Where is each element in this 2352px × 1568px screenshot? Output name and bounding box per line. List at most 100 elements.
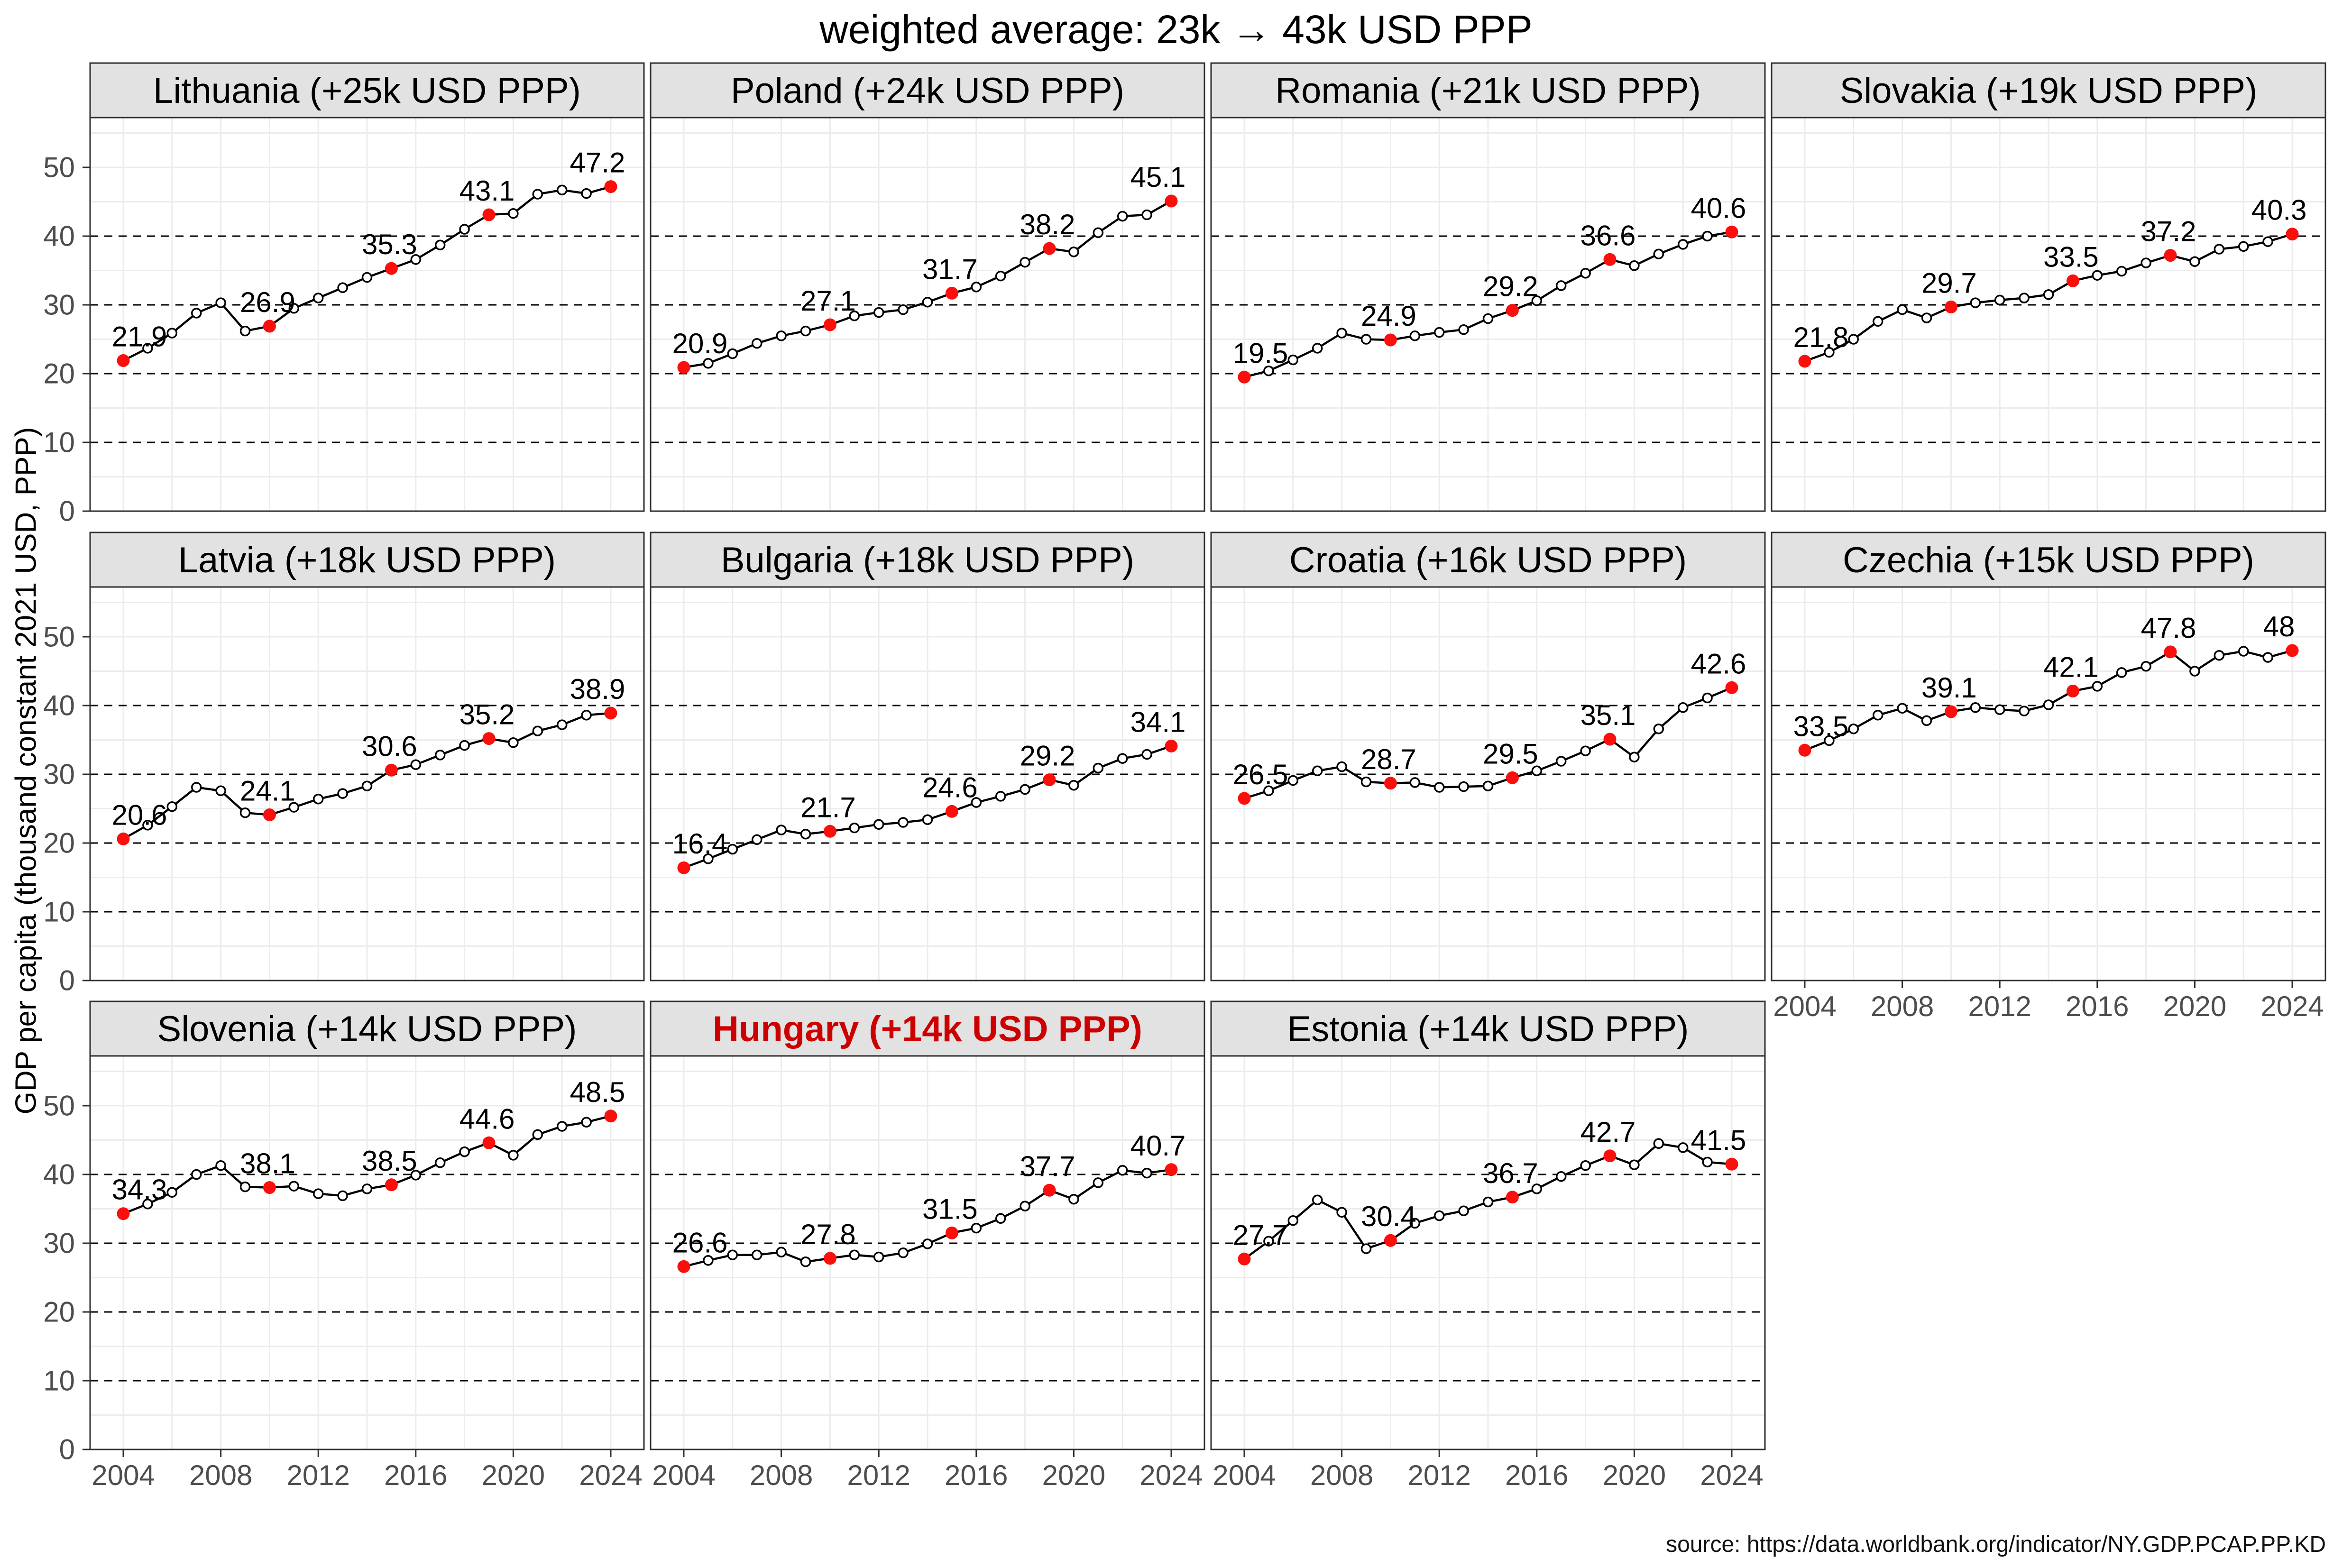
data-point	[1970, 297, 1981, 308]
highlighted-point	[945, 805, 958, 818]
data-point	[2141, 661, 2151, 672]
panel-poland: Poland (+24k USD PPP) 20.9 27.1 31.7 38.2 45.…	[650, 62, 1205, 512]
data-point	[995, 1213, 1006, 1224]
panel-title: Bulgaria (+18k USD PPP)	[721, 540, 1134, 580]
highlighted-point	[823, 825, 836, 838]
data-point	[1580, 268, 1591, 279]
facet-grid-chart: Lithuania (+25k USD PPP) 21.9 26.9 35.3 43.1…	[0, 62, 2352, 1517]
data-point	[459, 740, 470, 751]
data-point	[1848, 724, 1859, 734]
data-point	[1141, 1167, 1152, 1179]
point-label: 26.9	[240, 286, 295, 318]
highlighted-point	[2286, 228, 2299, 241]
data-point	[337, 788, 348, 799]
data-point	[1580, 745, 1591, 756]
data-point	[1677, 1142, 1689, 1153]
data-point	[1068, 779, 1079, 791]
x-tick-label: 2012	[286, 1459, 349, 1491]
panel-header	[650, 62, 1205, 119]
point-label: 30.4	[1361, 1201, 1416, 1232]
data-point	[1360, 776, 1372, 788]
data-point	[1068, 247, 1079, 257]
highlighted-point	[823, 1252, 836, 1265]
data-point	[508, 1150, 519, 1161]
highlighted-point	[1944, 300, 1957, 313]
data-point	[1897, 703, 1908, 714]
highlighted-point	[117, 354, 130, 367]
data-point	[2019, 293, 2030, 303]
data-point	[751, 1249, 763, 1260]
x-tick-label: 2024	[579, 1459, 642, 1491]
data-point	[1531, 1183, 1543, 1194]
data-point	[166, 328, 178, 339]
point-label: 48.5	[570, 1076, 625, 1108]
highlighted-point	[1603, 1149, 1617, 1163]
data-point	[800, 325, 811, 337]
point-label: 42.6	[1691, 648, 1746, 679]
data-point	[508, 208, 519, 219]
data-point	[2141, 257, 2151, 268]
data-point	[800, 828, 811, 840]
data-point	[2189, 256, 2200, 267]
data-point	[1360, 1243, 1372, 1254]
data-point	[849, 1249, 860, 1260]
data-point	[434, 750, 446, 761]
data-point	[2189, 666, 2200, 677]
highlighted-point	[1165, 1163, 1178, 1176]
panel-slovenia: Slovenia (+14k USD PPP) 34.3 38.1 38.5 44.6 4…	[43, 1000, 645, 1491]
point-label: 30.6	[362, 730, 417, 762]
data-point	[1287, 354, 1299, 366]
data-point	[995, 270, 1006, 282]
panel-header	[1771, 62, 2326, 119]
data-point	[898, 1247, 909, 1258]
data-point	[1653, 1138, 1664, 1149]
data-point	[1531, 295, 1543, 306]
data-point	[2238, 241, 2249, 252]
highlighted-point	[2286, 644, 2299, 657]
point-label: 33.5	[1793, 710, 1849, 742]
data-point	[239, 807, 251, 818]
data-point	[1312, 1194, 1323, 1205]
x-tick-label: 2008	[750, 1459, 813, 1491]
point-label: 35.1	[1580, 699, 1636, 731]
data-point	[361, 1183, 373, 1194]
panel-title: Latvia (+18k USD PPP)	[178, 540, 556, 580]
highlighted-point	[2164, 645, 2177, 659]
highlighted-point	[677, 361, 690, 374]
data-point	[1117, 211, 1128, 222]
data-point	[1287, 1215, 1299, 1226]
highlighted-point	[117, 1207, 130, 1220]
data-point	[361, 272, 373, 283]
panel-lithuania: Lithuania (+25k USD PPP) 21.9 26.9 35.3 43.1…	[43, 62, 645, 527]
y-tick-label: 30	[43, 759, 75, 790]
data-point	[288, 1181, 300, 1192]
highlighted-point	[1043, 242, 1056, 255]
data-point	[727, 844, 738, 855]
point-label: 37.7	[1020, 1150, 1075, 1182]
data-point	[312, 793, 324, 805]
data-point	[1458, 324, 1469, 335]
y-tick-label: 0	[59, 495, 75, 527]
highlighted-point	[1725, 1157, 1738, 1171]
data-point	[556, 184, 568, 196]
highlighted-point	[263, 1181, 276, 1194]
data-point	[1409, 1218, 1421, 1229]
data-point	[1020, 1201, 1030, 1211]
data-point	[2019, 706, 2030, 716]
panel-title: Czechia (+15k USD PPP)	[1843, 540, 2254, 580]
y-tick-label: 30	[43, 1228, 75, 1259]
point-label: 40.6	[1691, 192, 1746, 224]
data-point	[1312, 765, 1323, 777]
point-label: 24.1	[240, 775, 295, 807]
highlighted-point	[1603, 733, 1617, 746]
point-label: 27.8	[800, 1219, 856, 1250]
panel-header	[89, 1000, 645, 1057]
x-tick-label: 2004	[652, 1459, 715, 1491]
data-point	[971, 797, 982, 808]
data-point	[1702, 230, 1713, 242]
data-point	[532, 1129, 543, 1140]
point-label: 47.8	[2141, 612, 2196, 644]
data-point	[312, 293, 324, 303]
x-tick-label: 2020	[1042, 1459, 1105, 1491]
